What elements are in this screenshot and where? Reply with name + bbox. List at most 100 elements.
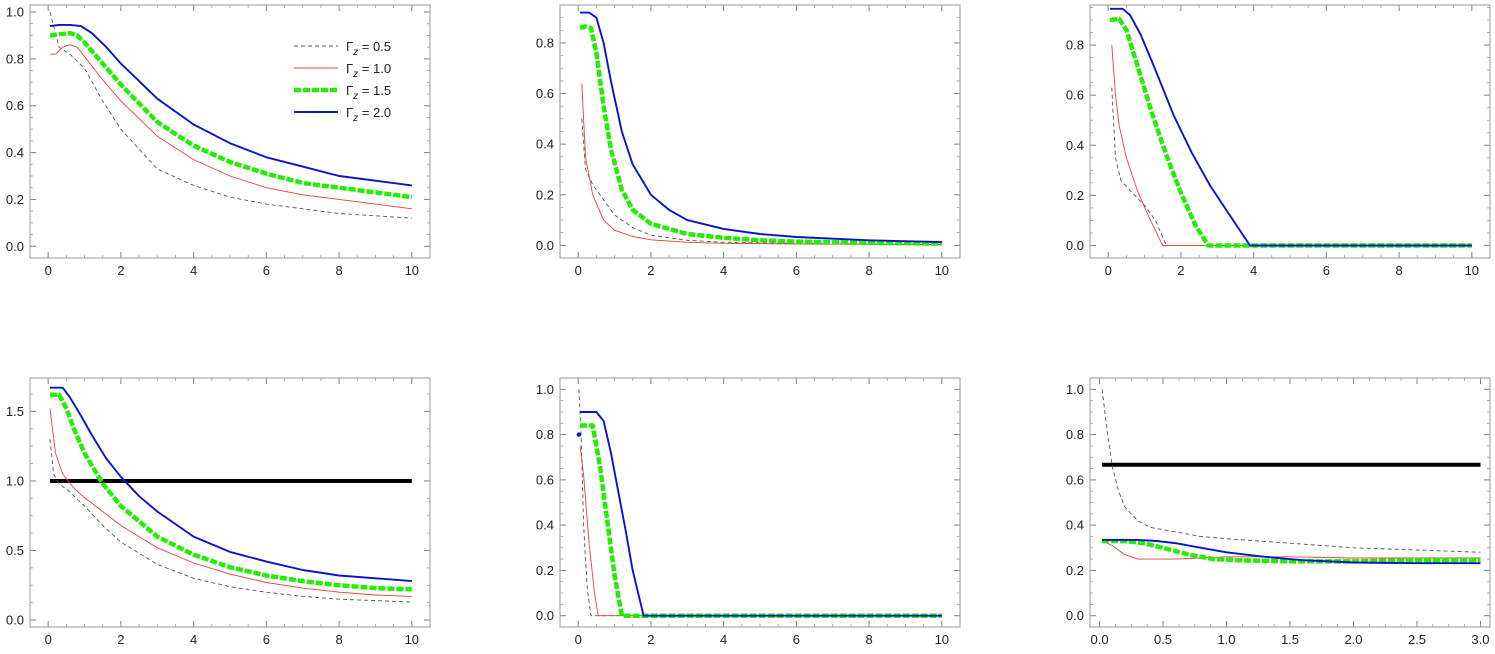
legend-item-3: Γz = 1.5 [294, 83, 391, 102]
x-tick-label: 3.0 [1471, 632, 1489, 647]
y-tick-label: 1.0 [6, 5, 24, 20]
y-tick-label: 0.8 [6, 51, 24, 66]
series-line-1 [581, 118, 942, 245]
y-tick-label: 0.2 [536, 187, 554, 202]
y-tick-label: 1.0 [6, 473, 24, 488]
y-tick-label: 0.4 [536, 137, 554, 152]
x-tick-label: 10 [1465, 263, 1479, 278]
plot-frame [559, 4, 961, 259]
series-line-2 [49, 408, 412, 597]
y-tick-label: 0.6 [1066, 88, 1084, 103]
x-tick-label: 0 [45, 632, 52, 647]
chart-panel-6: 0.0 0.5 1.0 1.5 2.0 2.5 3.0 0.0 0.2 0.4 0.6 0.8 1.0 [1066, 377, 1491, 647]
data-point-marker [576, 432, 582, 437]
y-tick-label: 0.0 [1066, 608, 1084, 623]
y-tick-label: 0.0 [536, 238, 554, 253]
x-tick-label: 1.0 [1217, 632, 1235, 647]
x-tick-label: 4 [190, 263, 197, 278]
legend-label: Γz = 1.5 [346, 83, 391, 102]
y-tick-label: 0.2 [1066, 188, 1084, 203]
series-line-4 [49, 23, 412, 187]
x-tick-label: 0 [1105, 263, 1112, 278]
x-tick-label: 2.5 [1408, 632, 1426, 647]
x-tick-label: 2.0 [1344, 632, 1362, 647]
series-line-4 [1102, 538, 1481, 565]
y-tick-label: 0.0 [6, 613, 24, 628]
x-tick-label: 2 [117, 632, 124, 647]
y-tick-label: 0.8 [1066, 427, 1084, 442]
x-tick-label: 4 [190, 632, 197, 647]
y-tick-label: 0.2 [6, 192, 24, 207]
series-line-2 [1111, 45, 1472, 246]
x-tick-label: 6 [793, 263, 800, 278]
y-tick-label: 1.0 [1066, 382, 1084, 397]
legend-label: Γz = 1.0 [346, 61, 391, 80]
x-tick-label: 10 [405, 263, 419, 278]
x-tick-label: 2 [1177, 263, 1184, 278]
plot-frame [1089, 377, 1491, 628]
y-tick-label: 0.6 [536, 86, 554, 101]
series-line-3 [50, 392, 412, 592]
y-tick-label: 1.5 [6, 404, 24, 419]
y-tick-label: 0.2 [536, 563, 554, 578]
y-tick-label: 0.0 [6, 239, 24, 254]
chart-legend: Γz = 0.5 Γz = 1.0 Γz = 1.5 Γz = 2.0 [294, 39, 391, 124]
y-tick-label: 0.6 [1066, 472, 1084, 487]
legend-item-1: Γz = 0.5 [294, 39, 391, 58]
series-line-1 [578, 389, 942, 617]
chart-panels: 0 2 4 6 8 10 0.0 0.2 0.4 0.6 0.8 1.0 0 2 4 6 8 10 0.0 0.2 0.… [6, 4, 1491, 647]
y-tick-label: 0.6 [6, 98, 24, 113]
x-tick-label: 0 [575, 263, 582, 278]
y-tick-label: 0.8 [536, 35, 554, 50]
x-tick-label: 6 [1323, 263, 1330, 278]
series-line-2 [581, 83, 942, 246]
series-line-3 [579, 24, 942, 246]
x-tick-label: 0 [45, 263, 52, 278]
y-tick-label: 0.0 [1066, 238, 1084, 253]
y-tick-label: 0.5 [6, 543, 24, 558]
series-line-4 [50, 386, 412, 583]
series-line-3 [1109, 16, 1472, 248]
x-tick-label: 10 [405, 632, 419, 647]
series-line-3 [49, 30, 413, 200]
series-line-1 [1101, 389, 1481, 553]
x-tick-label: 0.5 [1154, 632, 1172, 647]
x-tick-label: 0 [575, 632, 582, 647]
legend-item-2: Γz = 1.0 [294, 61, 391, 80]
y-tick-label: 0.8 [1066, 38, 1084, 53]
x-tick-label: 8 [335, 263, 342, 278]
legend-label: Γz = 0.5 [346, 39, 391, 58]
series-line-3 [580, 423, 942, 618]
x-tick-label: 4 [720, 263, 727, 278]
x-tick-label: 2 [647, 263, 654, 278]
x-tick-label: 8 [865, 632, 872, 647]
x-tick-label: 8 [1395, 263, 1402, 278]
x-tick-label: 6 [263, 263, 270, 278]
chart-panel-1: 0 2 4 6 8 10 0.0 0.2 0.4 0.6 0.8 1.0 [6, 4, 431, 278]
x-tick-label: 6 [263, 632, 270, 647]
series-line-4 [580, 411, 942, 617]
x-tick-label: 0.0 [1090, 632, 1108, 647]
chart-panel-2: 0 2 4 6 8 10 0.0 0.2 0.4 0.6 0.8 [536, 4, 961, 278]
legend-item-4: Γz = 2.0 [294, 105, 391, 124]
y-tick-label: 1.0 [536, 382, 554, 397]
y-tick-label: 0.6 [536, 472, 554, 487]
series-line-3 [1102, 538, 1481, 564]
x-tick-label: 8 [335, 632, 342, 647]
chart-panel-5: 0 2 4 6 8 10 0.0 0.2 0.4 0.6 0.8 1.0 [536, 377, 961, 647]
chart-panel-4: 0 2 4 6 8 10 0.0 0.5 1.0 1.5 [6, 377, 431, 647]
x-tick-label: 2 [647, 632, 654, 647]
y-tick-label: 0.8 [536, 427, 554, 442]
series-line-4 [1110, 7, 1472, 247]
x-tick-label: 6 [793, 632, 800, 647]
series-line-1 [49, 11, 412, 219]
chart-panel-3: 0 2 4 6 8 10 0.0 0.2 0.4 0.6 0.8 [1066, 4, 1491, 278]
series-line-2 [1101, 540, 1481, 560]
series-line-2 [579, 445, 942, 617]
x-tick-label: 2 [117, 263, 124, 278]
series-line-1 [49, 439, 412, 603]
y-tick-label: 0.4 [6, 145, 24, 160]
y-tick-label: 0.0 [536, 608, 554, 623]
y-tick-label: 0.4 [1066, 138, 1084, 153]
